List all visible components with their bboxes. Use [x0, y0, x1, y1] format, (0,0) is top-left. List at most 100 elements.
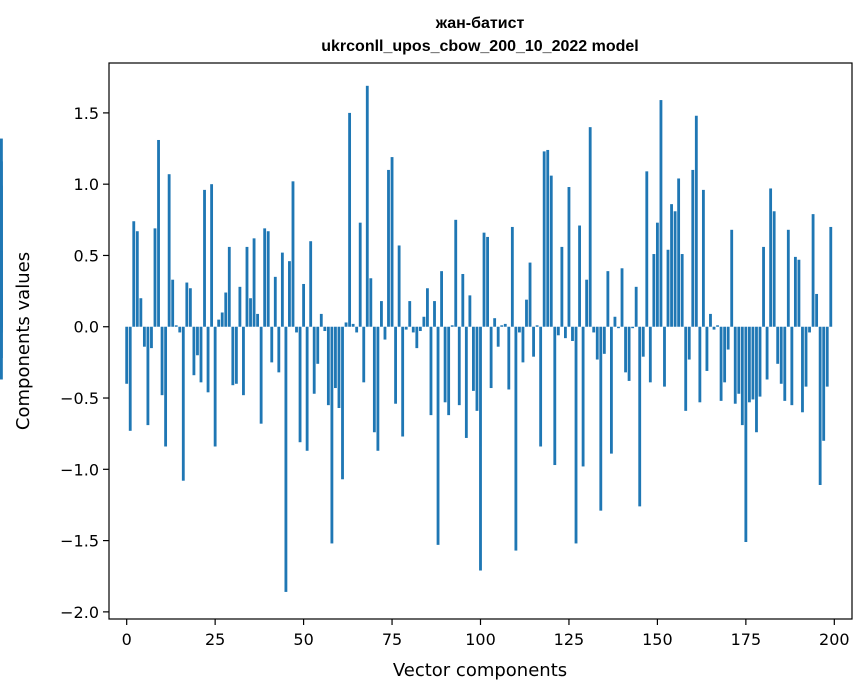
- bar-94: [457, 326, 461, 406]
- bar-150: [655, 222, 659, 327]
- bar-142: [627, 326, 631, 381]
- x-tick-label: 0: [122, 630, 132, 649]
- bar-0: [125, 326, 129, 384]
- bar-141: [624, 326, 627, 373]
- bar-19: [192, 326, 196, 376]
- bar-2: [132, 221, 136, 327]
- bar-97: [468, 295, 472, 327]
- bar-20: [196, 326, 199, 356]
- bar-111: [518, 326, 521, 333]
- bar-95: [461, 273, 465, 327]
- bar-108: [507, 326, 511, 390]
- bar-105: [496, 326, 500, 347]
- bar-110: [514, 326, 518, 551]
- bar-undefined: [0, 251, 3, 327]
- bar-undefined: [0, 326, 3, 333]
- bar-25: [213, 326, 217, 447]
- bar-158: [684, 326, 688, 411]
- bar-170: [726, 326, 730, 350]
- x-tick-label: 125: [554, 630, 585, 649]
- y-tick-label: −0.5: [60, 389, 99, 408]
- y-tick-label: 0.5: [74, 246, 99, 265]
- x-tick-label: 50: [293, 630, 313, 649]
- bar-103: [489, 326, 493, 389]
- bar-16: [181, 326, 185, 481]
- y-tick-label: −1.0: [60, 460, 99, 479]
- bar-60: [337, 326, 341, 408]
- bar-148: [648, 326, 652, 383]
- bar-183: [772, 211, 776, 327]
- bar-88: [436, 326, 440, 545]
- bar-51: [305, 326, 309, 451]
- bar-52: [309, 241, 313, 327]
- bar-68: [365, 85, 369, 327]
- bar-57: [326, 326, 330, 406]
- bar-123: [560, 246, 564, 327]
- bar-26: [217, 319, 221, 327]
- bar-85: [426, 288, 429, 327]
- bar-72: [380, 301, 383, 327]
- x-axis-label: Vector components: [393, 660, 567, 681]
- bar-107: [503, 323, 507, 327]
- bar-69: [369, 278, 373, 327]
- bar-191: [801, 326, 804, 413]
- bar-180: [762, 246, 765, 327]
- bar-47: [291, 181, 295, 327]
- plot-area-frame: [108, 62, 853, 620]
- bar-104: [493, 318, 497, 327]
- bar-177: [751, 326, 755, 400]
- bar-4: [139, 298, 143, 327]
- y-tick-label: −2.0: [60, 603, 99, 622]
- bar-55: [319, 313, 323, 327]
- bar-21: [199, 326, 203, 383]
- x-tick-label: 200: [819, 630, 850, 649]
- bar-106: [500, 325, 504, 327]
- bar-76: [394, 326, 397, 404]
- bar-3: [135, 231, 139, 327]
- bar-163: [701, 189, 705, 327]
- bar-18: [188, 288, 192, 327]
- bar-162: [698, 326, 702, 403]
- bar-114: [528, 262, 532, 327]
- bar-100: [479, 326, 482, 571]
- bar-66: [358, 222, 362, 327]
- bar-9: [157, 139, 160, 327]
- bar-194: [811, 214, 815, 327]
- bar-124: [564, 326, 567, 339]
- bar-96: [464, 326, 468, 438]
- bar-62: [344, 322, 348, 327]
- bar-71: [376, 326, 380, 451]
- bar-82: [415, 326, 419, 349]
- bar-49: [298, 326, 302, 443]
- bar-37: [256, 313, 260, 327]
- bar-31: [234, 326, 238, 384]
- bar-199: [829, 226, 833, 327]
- bar-167: [716, 325, 719, 327]
- bar-29: [227, 246, 231, 327]
- bar-129: [581, 326, 585, 467]
- bar-136: [606, 271, 610, 327]
- bar-189: [793, 256, 797, 327]
- bars-group: [0, 85, 833, 592]
- bar-122: [556, 326, 560, 336]
- x-tick-label: 75: [382, 630, 402, 649]
- bar-32: [238, 286, 242, 327]
- bar-186: [783, 326, 787, 401]
- bar-137: [609, 326, 613, 454]
- bar-54: [316, 326, 320, 364]
- y-axis-ticks: −2.0 −1.5 −1.0 −0.5 0.0 0.5 1.0 1.5: [60, 104, 109, 622]
- bar-125: [567, 187, 571, 327]
- bar-178: [755, 326, 758, 433]
- bar-117: [539, 326, 543, 447]
- bar-151: [659, 100, 663, 327]
- bar-101: [482, 232, 486, 327]
- bar-181: [765, 326, 769, 380]
- bar-157: [680, 254, 684, 327]
- bar-70: [372, 326, 376, 433]
- bar-197: [822, 326, 826, 441]
- bar-168: [719, 326, 723, 401]
- bar-119: [546, 149, 550, 327]
- y-axis-label: Components values: [13, 252, 34, 430]
- y-tick-label: 0.0: [74, 318, 99, 337]
